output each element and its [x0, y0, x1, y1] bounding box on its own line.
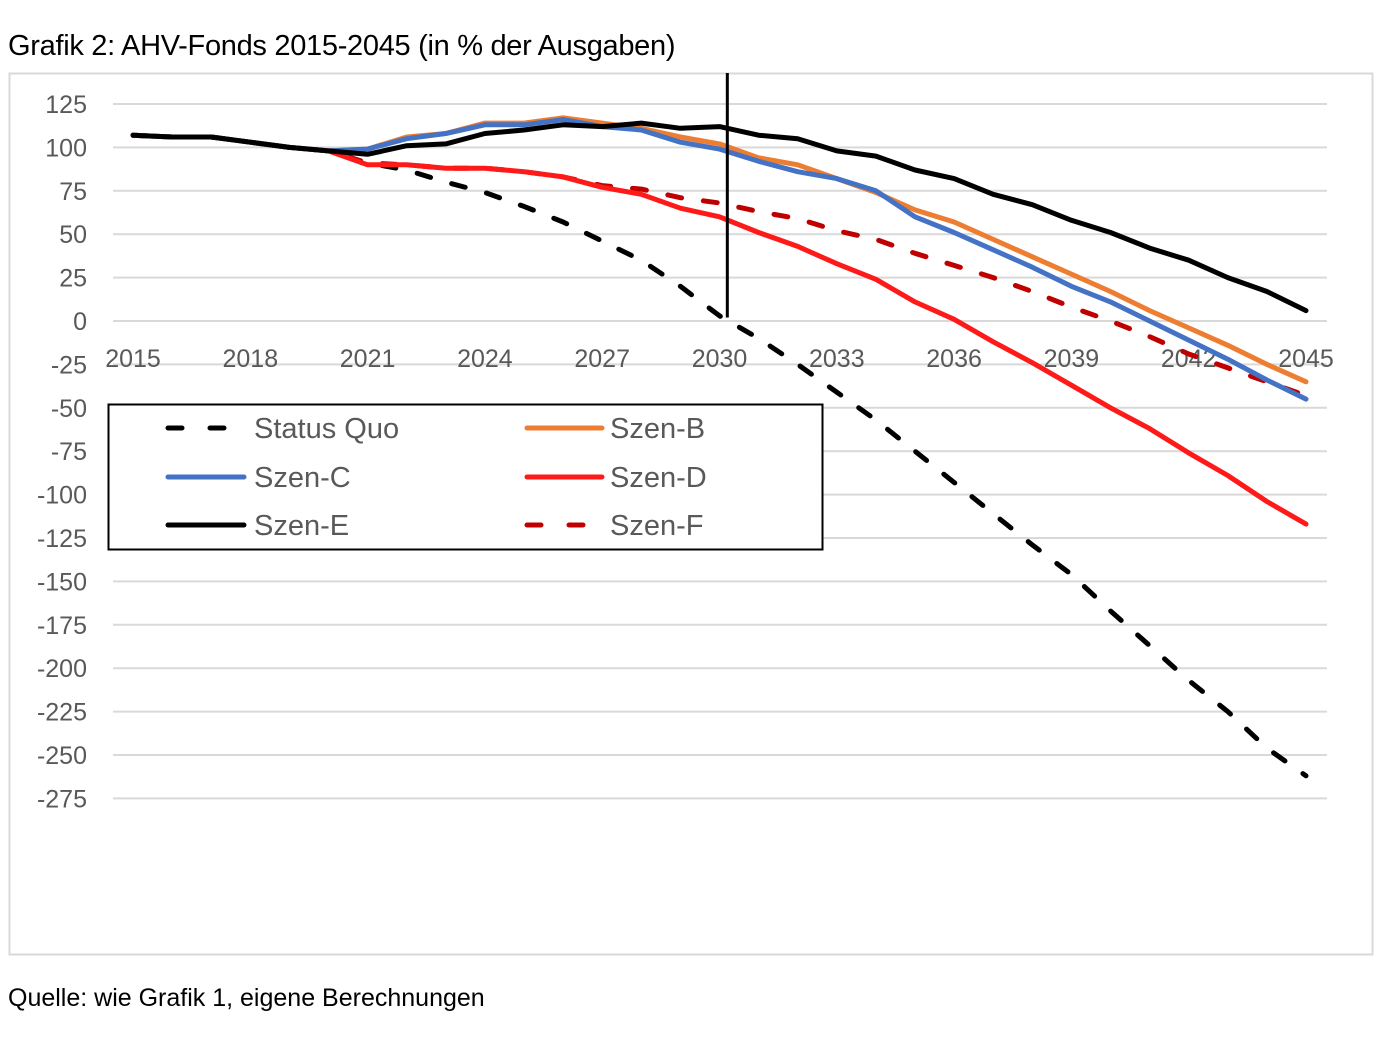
legend: Status Quo Szen-B Szen-C Szen-D Szen-E Szen-F	[107, 403, 824, 551]
y-tick-label: -150	[37, 568, 87, 596]
legend-label: Szen-C	[254, 462, 351, 494]
y-tick-label: -250	[37, 742, 87, 770]
y-tick-label: 0	[73, 308, 87, 336]
x-tick-label: 2039	[1044, 345, 1100, 373]
y-tick-label: -75	[51, 438, 87, 466]
legend-label: Szen-E	[254, 510, 349, 542]
y-tick-label: -100	[37, 482, 87, 510]
y-tick-label: -200	[37, 655, 87, 683]
y-tick-label: -125	[37, 525, 87, 553]
x-tick-label: 2021	[340, 345, 396, 373]
x-tick-label: 2033	[809, 345, 865, 373]
x-tick-label: 2030	[692, 345, 748, 373]
y-tick-label: 25	[59, 265, 87, 293]
series-lines	[130, 115, 1309, 779]
x-tick-label: 2027	[574, 345, 630, 373]
y-tick-label: 75	[59, 178, 87, 206]
legend-label: Szen-B	[610, 413, 705, 445]
legend-label: Szen-D	[610, 462, 707, 494]
y-tick-label: -275	[37, 785, 87, 813]
chart-title: Grafik 2: AHV-Fonds 2015-2045 (in % der …	[8, 30, 676, 62]
x-tick-label: 2018	[222, 345, 278, 373]
y-tick-label: 100	[45, 134, 87, 162]
source-note: Quelle: wie Grafik 1, eigene Berechnunge…	[8, 984, 485, 1012]
y-tick-label: -175	[37, 612, 87, 640]
x-tick-label: 2024	[457, 345, 513, 373]
x-tick-label: 2045	[1278, 345, 1334, 373]
y-axis-ticks: 125 100 75 50 25 0 -25 -50 -75 -100 -125 -150 -175 -2…	[37, 91, 87, 813]
y-tick-label: -25	[51, 351, 87, 379]
legend-label: Szen-F	[610, 510, 703, 542]
legend-label: Status Quo	[254, 413, 399, 445]
y-tick-label: -225	[37, 699, 87, 727]
y-tick-label: 50	[59, 221, 87, 249]
y-tick-label: -50	[51, 395, 87, 423]
x-tick-label: 2036	[926, 345, 982, 373]
x-tick-label: 2015	[105, 345, 161, 373]
y-tick-label: 125	[45, 91, 87, 119]
